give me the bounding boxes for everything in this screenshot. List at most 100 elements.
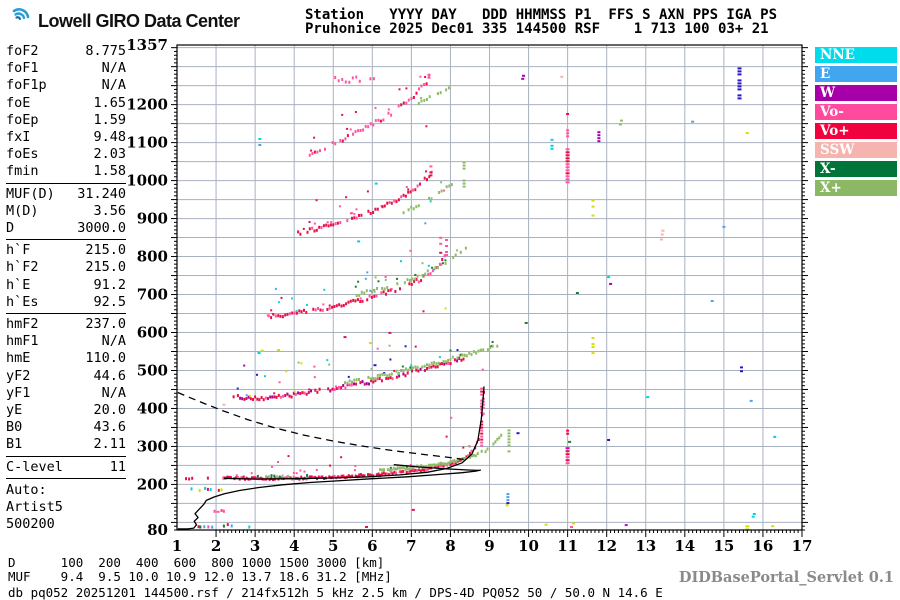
param-value: 3.56: [93, 202, 126, 219]
param-label: foEp: [6, 111, 39, 128]
param-label: h`E: [6, 276, 31, 293]
legend-item-nne: NNE: [815, 47, 897, 63]
svg-text:1200: 1200: [126, 96, 168, 114]
param-value: N/A: [101, 333, 126, 350]
param-label: C-level: [6, 458, 63, 475]
svg-text:5: 5: [328, 537, 338, 555]
param-label: D: [6, 220, 15, 237]
param-row-ye: yE 20.0: [6, 402, 126, 419]
param-group-separator: [6, 313, 126, 315]
svg-text:1: 1: [172, 537, 182, 555]
svg-text:17: 17: [792, 537, 813, 555]
param-value: N/A: [101, 384, 126, 401]
param-label: foE: [6, 94, 31, 111]
param-row-mufd: MUF(D) 31.240: [6, 186, 126, 203]
logo-text: Lowell GIRO Data Center: [38, 10, 240, 31]
param-value: 3000.0: [77, 220, 126, 237]
autoscaling-line: Artist5: [6, 499, 63, 516]
svg-text:16: 16: [753, 537, 774, 555]
station-record-header: Station YYYY DAY DDD HHMMSS P1 FFS S AXN…: [305, 7, 778, 23]
param-value: 91.2: [93, 276, 126, 293]
servlet-version-label: DIDBasePortal_Servlet 0.1: [678, 569, 894, 586]
giro-logo[interactable]: Lowell GIRO Data Center: [8, 7, 240, 35]
svg-text:10: 10: [518, 537, 539, 555]
param-row-hmf1: hmF1 N/A: [6, 333, 126, 350]
svg-text:12: 12: [596, 537, 617, 555]
param-label: foF2: [6, 43, 39, 59]
legend-item-vo: Vo-: [815, 104, 897, 120]
param-row-he: h`E 91.2: [6, 277, 126, 294]
svg-text:11: 11: [557, 537, 578, 555]
param-value: 11: [109, 458, 126, 475]
param-label: hmF2: [6, 316, 39, 333]
param-row-hf2: h`F2 215.0: [6, 259, 126, 276]
station-record-values: Pruhonice 2025 Dec01 335 144500 RSF 1 71…: [305, 21, 769, 37]
param-label: yE: [6, 402, 23, 419]
legend-item-w: W: [815, 85, 897, 101]
param-group-separator: [6, 477, 126, 479]
param-row-yf1: yF1 N/A: [6, 385, 126, 402]
param-value: 1.58: [93, 163, 126, 180]
param-group-separator: [6, 239, 126, 241]
param-value: N/A: [101, 77, 126, 94]
param-row-foes: foEs 2.03: [6, 146, 126, 163]
param-group-separator: [6, 455, 126, 457]
param-label: yF2: [6, 367, 31, 384]
param-label: h`F2: [6, 259, 39, 276]
param-value: 31.240: [77, 185, 126, 202]
distance-scale-row: D 100 200 400 600 800 1000 1500 3000 [km…: [8, 555, 385, 570]
param-row-hf: h`F 215.0: [6, 242, 126, 259]
svg-text:13: 13: [635, 537, 656, 555]
param-value: 20.0: [93, 402, 126, 419]
giro-waves-icon: [8, 7, 34, 35]
svg-text:14: 14: [674, 537, 695, 555]
param-label: fxI: [6, 129, 31, 146]
param-value: 110.0: [85, 350, 126, 367]
param-row-fxi: fxI 9.48: [6, 129, 126, 146]
param-label: hmF1: [6, 333, 39, 350]
param-row-fof2: foF2 8.775: [6, 43, 126, 60]
svg-text:6: 6: [367, 537, 377, 555]
param-value: 9.48: [93, 129, 126, 146]
param-label: h`F: [6, 242, 31, 259]
param-row-md: M(D) 3.56: [6, 203, 126, 220]
param-row-foe: foE 1.65: [6, 95, 126, 112]
svg-text:3: 3: [250, 537, 260, 555]
param-row-d: D 3000.0: [6, 220, 126, 237]
param-label: fmin: [6, 163, 39, 180]
param-label: B1: [6, 436, 23, 453]
param-row-foep: foEp 1.59: [6, 112, 126, 129]
svg-text:300: 300: [137, 437, 168, 455]
param-label: foF1: [6, 60, 39, 77]
file-descriptor-line: db pq052 20251201 144500.rsf / 214fx512h…: [8, 585, 663, 600]
param-row-yf2: yF2 44.6: [6, 368, 126, 385]
param-row-hes: h`Es 92.5: [6, 294, 126, 311]
legend-item-ssw: SSW: [815, 142, 897, 158]
svg-text:900: 900: [137, 210, 168, 228]
legend-item-e: E: [815, 66, 897, 82]
param-value: 237.0: [85, 316, 126, 333]
parameter-panel: foF2 8.775 foF1 N/A foF1p N/A foE 1.65 foEp 1.59 f…: [6, 43, 126, 533]
param-value: 2.11: [93, 436, 126, 453]
svg-text:400: 400: [137, 399, 168, 417]
param-row-hmf2: hmF2 237.0: [6, 316, 126, 333]
autoscaling-info: Auto: Artist5 500200: [6, 482, 126, 534]
svg-text:1000: 1000: [126, 172, 168, 190]
svg-text:2: 2: [211, 537, 221, 555]
svg-text:1357: 1357: [126, 36, 168, 54]
svg-text:1100: 1100: [126, 134, 168, 152]
param-group-separator: [6, 182, 126, 184]
param-value: 1.65: [93, 94, 126, 111]
autoscaling-line: Auto:: [6, 481, 47, 498]
param-label: MUF(D): [6, 185, 55, 202]
svg-text:200: 200: [137, 475, 168, 493]
param-value: 215.0: [85, 242, 126, 259]
svg-text:15: 15: [713, 537, 734, 555]
svg-text:7: 7: [406, 537, 416, 555]
param-value: 44.6: [93, 367, 126, 384]
param-label: yF1: [6, 384, 31, 401]
param-row-fmin: fmin 1.58: [6, 163, 126, 180]
svg-text:700: 700: [137, 286, 168, 304]
